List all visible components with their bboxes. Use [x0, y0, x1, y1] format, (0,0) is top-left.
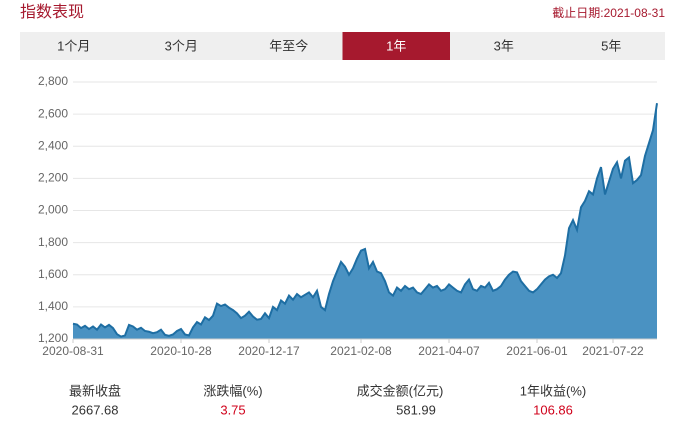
x-tick-label: 2021-04-07 [418, 344, 480, 358]
area-line [72, 103, 658, 338]
stat-label: 1年收益(%) [520, 383, 586, 398]
tab-label[interactable]: 3个月 [165, 38, 198, 53]
tab-label[interactable]: 1个月 [57, 38, 90, 53]
area-fill [73, 103, 657, 339]
x-tick-label: 2020-12-17 [238, 344, 300, 358]
tab-label[interactable]: 1年 [386, 38, 406, 53]
y-tick-label: 1,400 [38, 299, 68, 313]
stat-value: 581.99 [396, 402, 436, 417]
stat-value: 106.86 [533, 402, 573, 417]
y-tick-label: 2,200 [38, 171, 68, 185]
tab-active [342, 32, 450, 60]
stat-label: 最新收盘 [69, 383, 121, 398]
date-label: 截止日期:2021-08-31 [552, 6, 665, 20]
x-tick-label: 2020-08-31 [42, 344, 104, 358]
y-tick-label: 1,600 [38, 267, 68, 281]
y-tick-label: 2,000 [38, 203, 68, 217]
y-tick-label: 1,800 [38, 235, 68, 249]
stat-value: 2667.68 [72, 402, 119, 417]
panel-title: 指数表现 [20, 3, 84, 21]
y-tick-label: 2,600 [38, 106, 68, 120]
tab-label[interactable]: 5年 [601, 38, 621, 53]
x-tick-label: 2021-07-22 [582, 344, 644, 358]
x-tick-label: 2021-06-01 [506, 344, 568, 358]
x-tick-label: 2021-02-08 [330, 344, 392, 358]
tab-label[interactable]: 年至今 [269, 38, 308, 53]
stat-label: 涨跌幅(%) [203, 383, 262, 398]
y-tick-label: 1,200 [38, 331, 68, 345]
stat-value: 3.75 [220, 402, 245, 417]
y-tick-label: 2,400 [38, 138, 68, 152]
y-tick-label: 2,800 [38, 74, 68, 88]
tab-label[interactable]: 3年 [494, 38, 514, 53]
x-tick-label: 2020-10-28 [150, 344, 212, 358]
stat-label: 成交金额(亿元) [357, 383, 444, 398]
